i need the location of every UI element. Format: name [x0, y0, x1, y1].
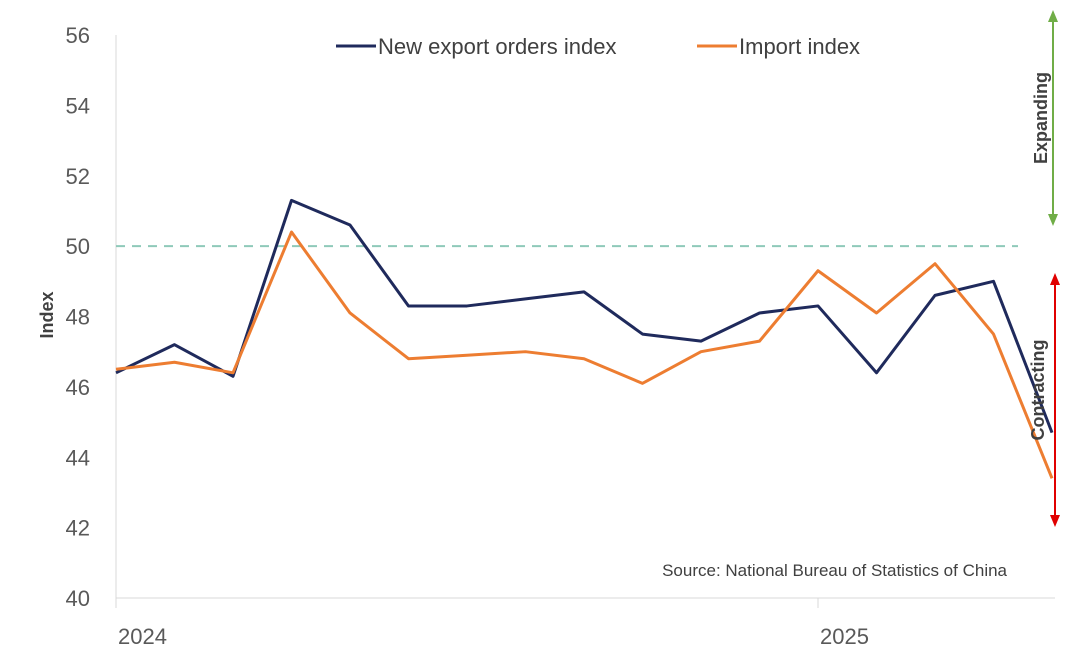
x-axis: 2024 2025: [115, 597, 1055, 649]
y-tick-label: 46: [66, 375, 90, 400]
y-tick-label: 48: [66, 305, 90, 330]
contracting-marker: Contracting: [1028, 273, 1060, 527]
legend-label: New export orders index: [378, 34, 616, 59]
source-note: Source: National Bureau of Statistics of…: [662, 561, 1007, 580]
y-axis: 40 42 44 46 48 50 52 54 56: [66, 23, 117, 611]
x-tick-label: 2024: [118, 624, 167, 649]
contracting-arrow-head-bottom: [1050, 515, 1060, 527]
series-line-new-export-orders: [115, 198, 1054, 434]
y-tick-label: 40: [66, 586, 90, 611]
contracting-label: Contracting: [1028, 340, 1048, 441]
expanding-arrow-head-top: [1048, 10, 1058, 22]
legend: New export orders index Import index: [336, 34, 860, 59]
contracting-arrow-head-top: [1050, 273, 1060, 285]
y-tick-label: 42: [66, 516, 90, 541]
legend-label: Import index: [739, 34, 860, 59]
expanding-arrow-head-bottom: [1048, 214, 1058, 226]
expanding-marker: Expanding: [1031, 10, 1058, 226]
y-tick-label: 56: [66, 23, 90, 48]
y-tick-label: 52: [66, 164, 90, 189]
y-axis-title: Index: [37, 291, 57, 338]
x-tick-label: 2025: [820, 624, 869, 649]
expanding-label: Expanding: [1031, 72, 1051, 164]
series-layer: [115, 198, 1054, 479]
y-tick-label: 50: [66, 234, 90, 259]
y-tick-label: 54: [66, 93, 90, 118]
y-tick-label: 44: [66, 445, 90, 470]
series-line-import: [115, 230, 1054, 479]
